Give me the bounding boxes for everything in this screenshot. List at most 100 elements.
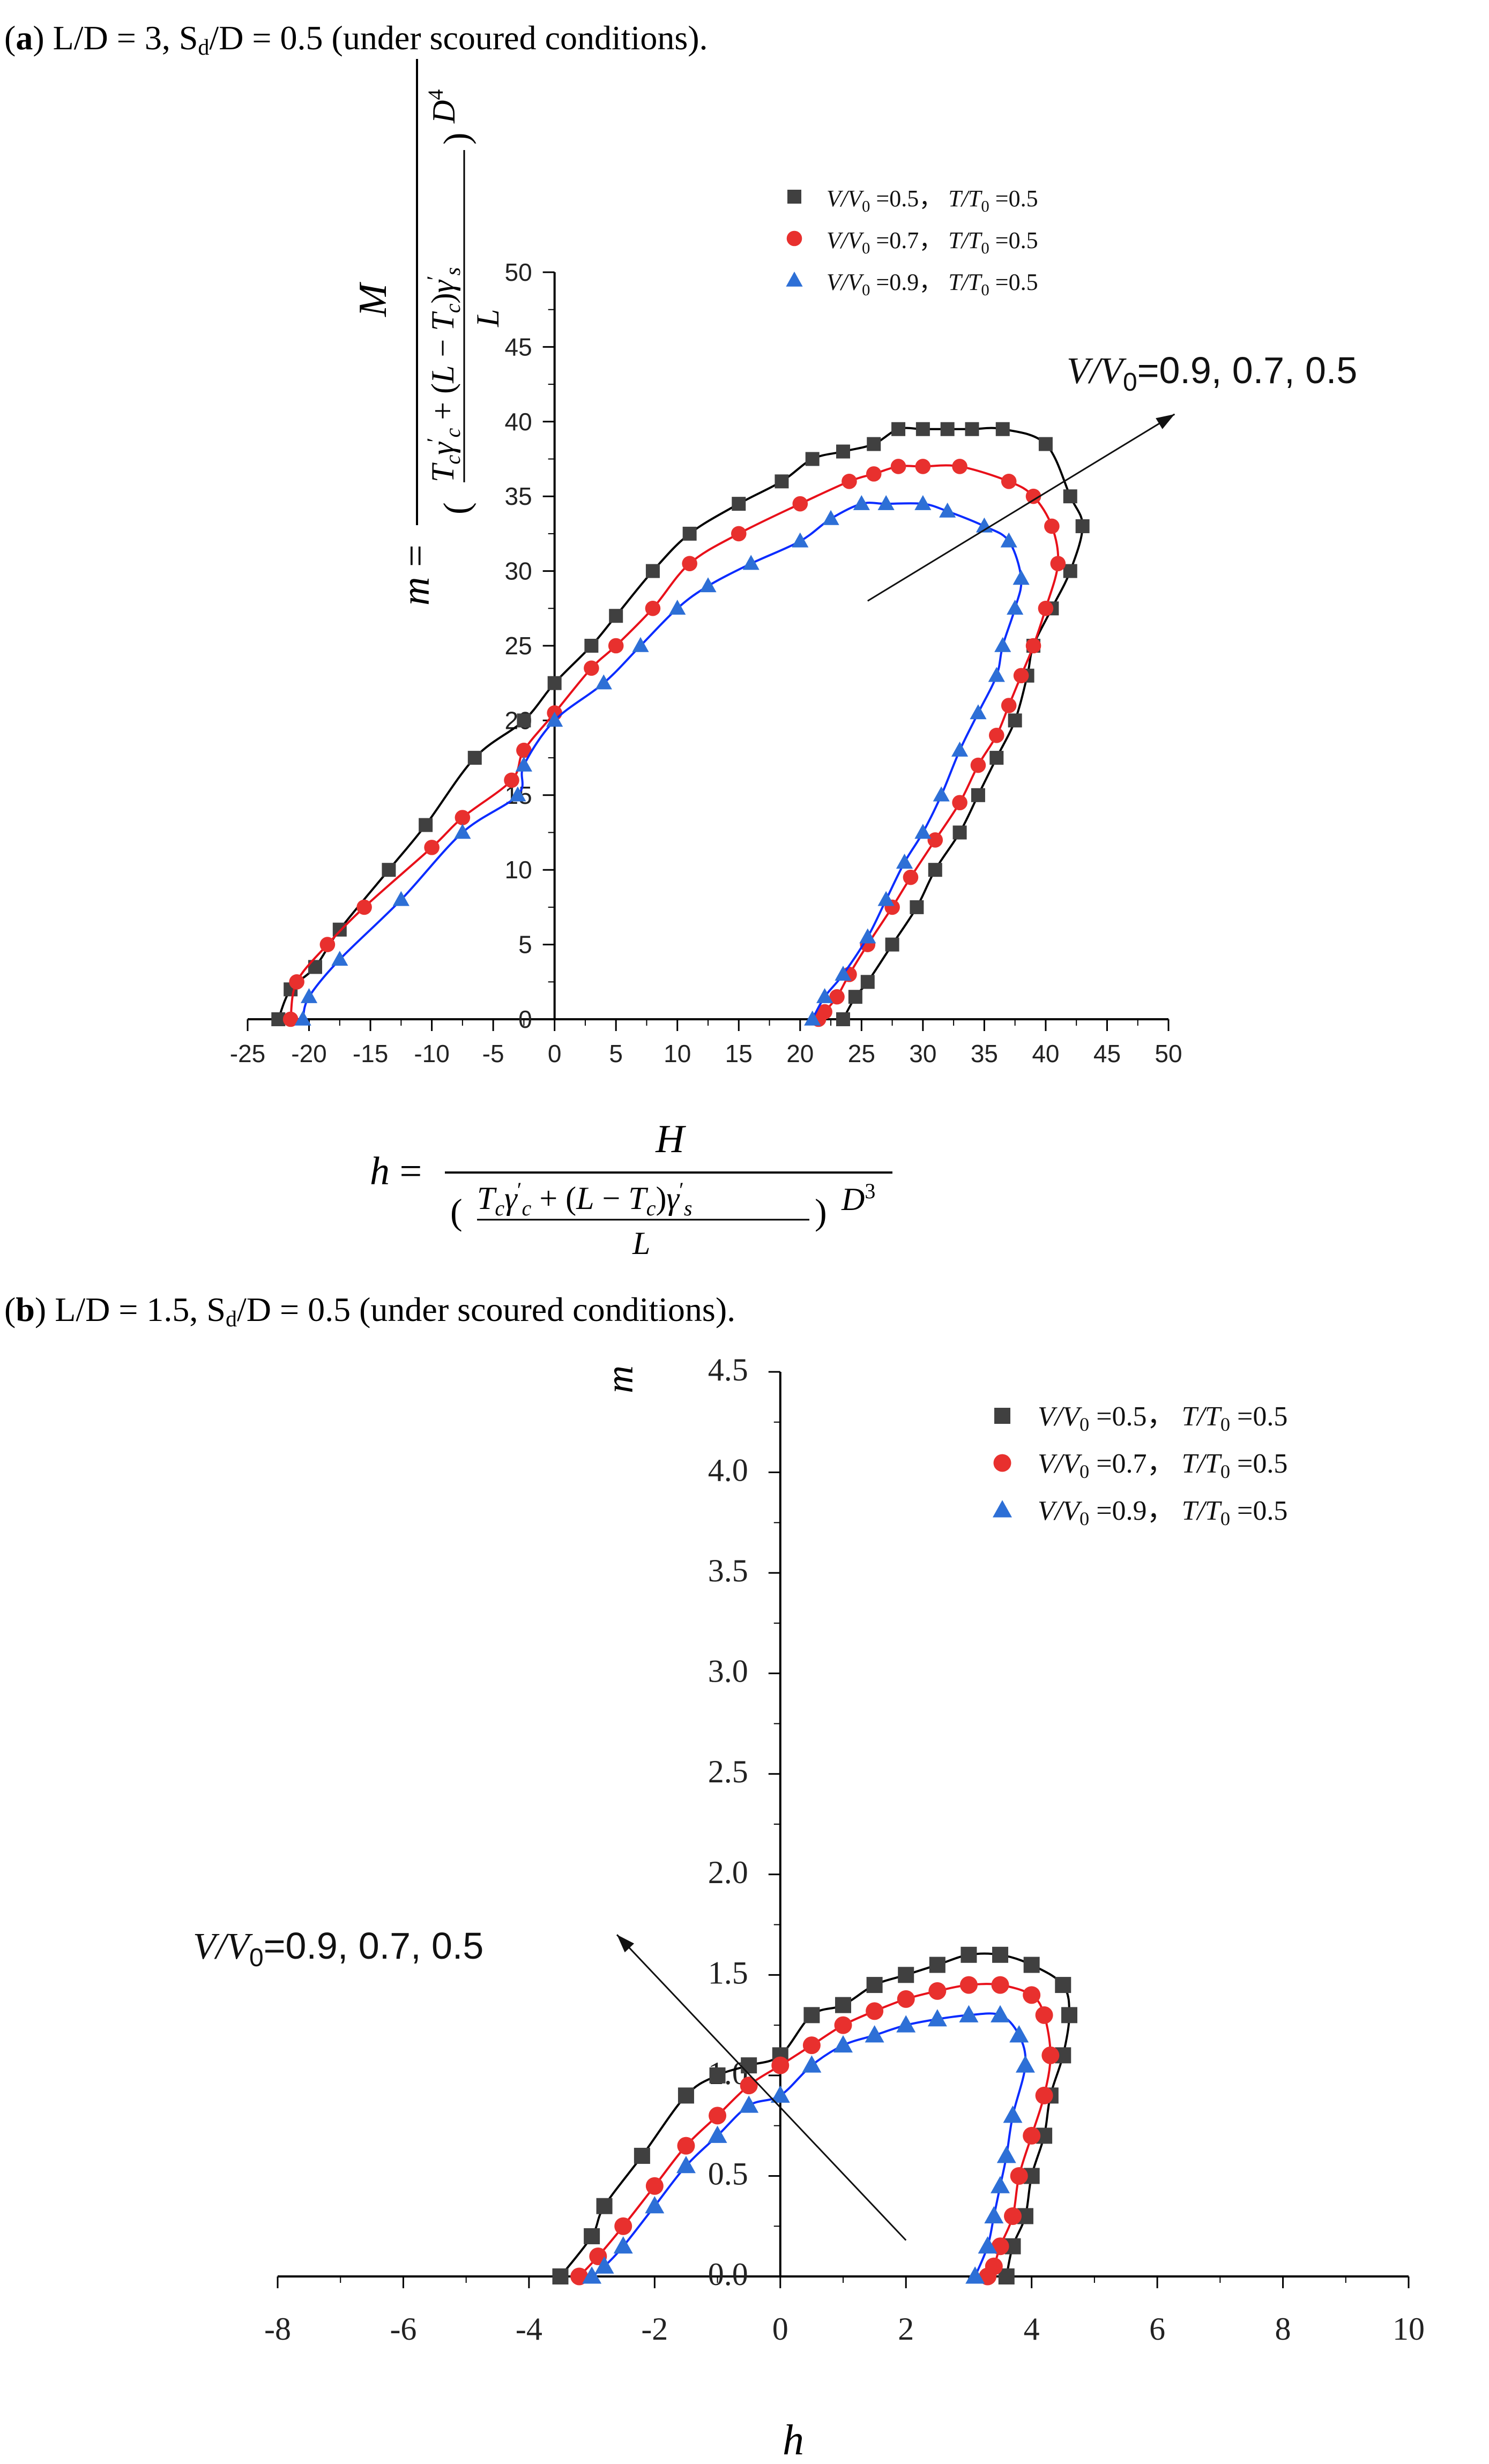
data-point: [1038, 601, 1054, 616]
data-point: [792, 496, 808, 512]
data-point: [582, 2266, 602, 2284]
x-tick-label: -8: [264, 2311, 291, 2347]
data-point: [682, 556, 697, 571]
data-point: [978, 2236, 997, 2254]
data-point: [991, 2176, 1010, 2193]
data-point: [596, 2198, 613, 2214]
data-point: [741, 2057, 757, 2074]
x-tick-label: 5: [609, 1040, 623, 1067]
data-point: [965, 2266, 985, 2284]
data-point: [952, 459, 967, 474]
data-point: [331, 951, 348, 966]
data-point: [1000, 532, 1017, 548]
data-point: [933, 786, 950, 802]
legend-marker: [993, 1454, 1011, 1472]
data-point: [890, 459, 906, 474]
data-point: [1001, 698, 1017, 713]
data-point: [939, 502, 956, 518]
svg-text:Tcγ′c + (L − Tc)γ′s: Tcγ′c + (L − Tc)γ′s: [422, 267, 465, 482]
data-point: [1025, 488, 1041, 504]
data-point: [952, 795, 967, 811]
data-point: [829, 989, 845, 1005]
data-point: [467, 751, 482, 765]
data-point: [915, 459, 931, 474]
data-point: [584, 2228, 600, 2244]
data-point: [992, 1946, 1009, 1963]
annotation-text: V/V0=0.9, 0.7, 0.5: [1067, 349, 1357, 397]
data-point: [771, 2056, 790, 2074]
svg-text:(: (: [450, 1191, 463, 1232]
svg-text:D4: D4: [423, 89, 461, 124]
data-point: [927, 2009, 947, 2027]
x-tick-label: 50: [1155, 1040, 1182, 1067]
data-point: [928, 1982, 947, 2000]
data-point: [676, 2155, 696, 2174]
data-point: [951, 741, 969, 757]
data-point: [634, 2147, 650, 2164]
data-point: [792, 532, 809, 548]
data-point: [903, 869, 919, 885]
y-tick-label: 45: [504, 333, 532, 361]
data-point: [836, 444, 850, 459]
data-point: [678, 2087, 694, 2104]
data-point: [877, 891, 895, 906]
data-point: [632, 637, 649, 652]
data-point: [732, 497, 746, 511]
data-point: [509, 786, 526, 802]
legend-label: V/V0 =0.9， T/T0 =0.5: [827, 269, 1038, 299]
svg-text:Tcγ′c + (L − Tc)γ′s: Tcγ′c + (L − Tc)γ′s: [477, 1178, 692, 1220]
y-tick-label: 40: [504, 408, 532, 436]
data-point: [1012, 570, 1030, 585]
data-point: [835, 966, 852, 981]
data-point: [866, 466, 882, 482]
legend-label: V/V0 =0.7， T/T0 =0.5: [1038, 1448, 1287, 1482]
series-circle: [570, 1976, 1060, 2286]
x-tick-label: 4: [1024, 2311, 1040, 2347]
data-point: [1063, 564, 1077, 578]
data-point: [859, 928, 876, 944]
legend-label: V/V0 =0.7， T/T0 =0.5: [827, 227, 1038, 257]
data-point: [804, 1010, 821, 1026]
data-point: [1035, 2086, 1053, 2104]
x-tick-label: -2: [641, 2311, 668, 2347]
y-tick-label: 1.5: [708, 1955, 748, 1990]
svg-text:(: (: [436, 502, 477, 514]
data-point: [866, 1977, 883, 1993]
x-tick-label: -20: [291, 1040, 326, 1067]
caption-a-text: L/D = 3, S: [44, 19, 198, 57]
x-tick-label: 25: [848, 1040, 875, 1067]
caption-a: (a) L/D = 3, Sd/D = 0.5 (under scoured c…: [4, 19, 708, 60]
data-point: [1035, 2006, 1053, 2024]
data-point: [891, 422, 906, 436]
data-point: [842, 474, 857, 489]
data-point: [898, 1967, 914, 1983]
data-point: [853, 495, 870, 510]
series-circle: [282, 459, 1066, 1027]
legend: V/V0 =0.5， T/T0 =0.5 V/V0 =0.7， T/T0 =0.5…: [786, 185, 1038, 299]
data-point: [1013, 668, 1029, 684]
y-tick-label: 10: [504, 856, 532, 884]
y-tick-label: 2.5: [708, 1754, 748, 1789]
data-point: [896, 2015, 916, 2033]
data-point: [927, 832, 943, 848]
y-tick-label: 0.0: [708, 2257, 748, 2292]
data-point: [356, 899, 372, 915]
x-tick-label: 35: [971, 1040, 998, 1067]
data-point: [865, 2025, 884, 2043]
data-point: [609, 609, 623, 623]
data-point: [835, 1997, 851, 2013]
caption-b-sub: d: [226, 1307, 237, 1332]
data-point: [885, 937, 899, 952]
data-point: [866, 2002, 884, 2020]
data-point: [910, 900, 924, 914]
caption-a-sub: d: [198, 35, 209, 60]
svg-text:): ): [436, 132, 477, 145]
data-point: [834, 2016, 852, 2034]
data-point: [740, 2077, 758, 2095]
data-point: [836, 1012, 850, 1026]
data-point: [822, 510, 839, 525]
data-point: [970, 757, 986, 773]
data-point: [504, 772, 519, 788]
data-point: [1041, 2046, 1060, 2064]
data-point: [896, 854, 913, 869]
